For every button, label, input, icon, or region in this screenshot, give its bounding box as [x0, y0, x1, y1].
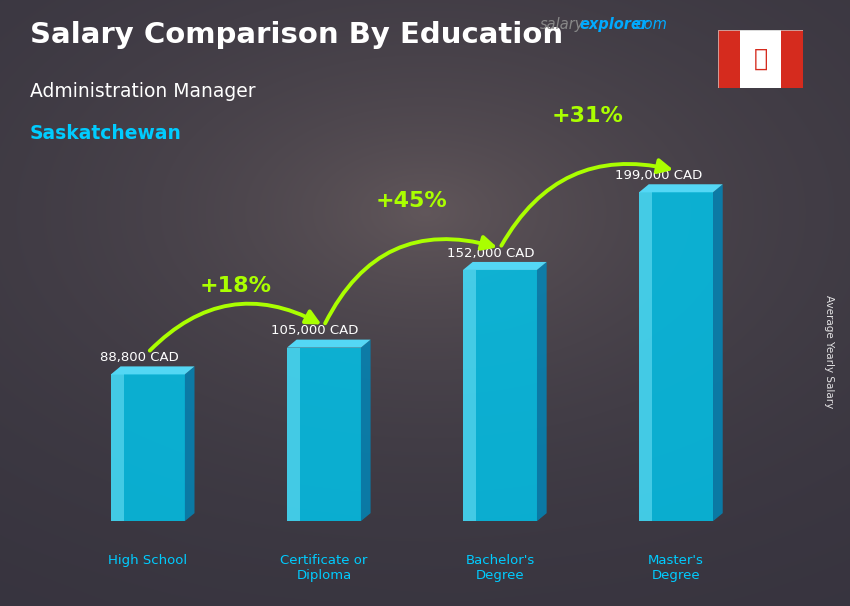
Polygon shape: [639, 192, 713, 521]
Text: High School: High School: [108, 554, 187, 567]
Text: 105,000 CAD: 105,000 CAD: [271, 324, 359, 338]
Text: Saskatchewan: Saskatchewan: [30, 124, 182, 143]
Polygon shape: [463, 262, 547, 270]
Polygon shape: [110, 367, 195, 375]
Polygon shape: [639, 184, 722, 192]
Text: Average Yearly Salary: Average Yearly Salary: [824, 295, 834, 408]
Text: 🍁: 🍁: [754, 47, 768, 71]
Text: Certificate or
Diploma: Certificate or Diploma: [280, 554, 367, 582]
Text: salary: salary: [540, 17, 584, 32]
Text: Administration Manager: Administration Manager: [30, 82, 255, 101]
Text: .com: .com: [631, 17, 666, 32]
Text: 152,000 CAD: 152,000 CAD: [447, 247, 535, 260]
Polygon shape: [463, 270, 476, 521]
Bar: [781, 30, 803, 88]
Polygon shape: [713, 184, 722, 521]
Text: Bachelor's
Degree: Bachelor's Degree: [465, 554, 535, 582]
Polygon shape: [463, 270, 537, 521]
Text: explorer: explorer: [580, 17, 649, 32]
Text: 88,800 CAD: 88,800 CAD: [99, 351, 178, 364]
Polygon shape: [639, 192, 653, 521]
Polygon shape: [361, 339, 371, 521]
Bar: [718, 30, 740, 88]
Text: +31%: +31%: [552, 106, 624, 126]
Text: 199,000 CAD: 199,000 CAD: [615, 169, 702, 182]
Polygon shape: [537, 262, 547, 521]
Polygon shape: [110, 375, 184, 521]
Polygon shape: [110, 375, 124, 521]
Polygon shape: [287, 348, 300, 521]
Polygon shape: [287, 339, 371, 348]
Text: Salary Comparison By Education: Salary Comparison By Education: [30, 21, 563, 49]
Text: +18%: +18%: [200, 276, 272, 296]
Polygon shape: [287, 348, 361, 521]
Text: +45%: +45%: [376, 191, 448, 211]
Polygon shape: [184, 367, 195, 521]
Text: Master's
Degree: Master's Degree: [648, 554, 704, 582]
